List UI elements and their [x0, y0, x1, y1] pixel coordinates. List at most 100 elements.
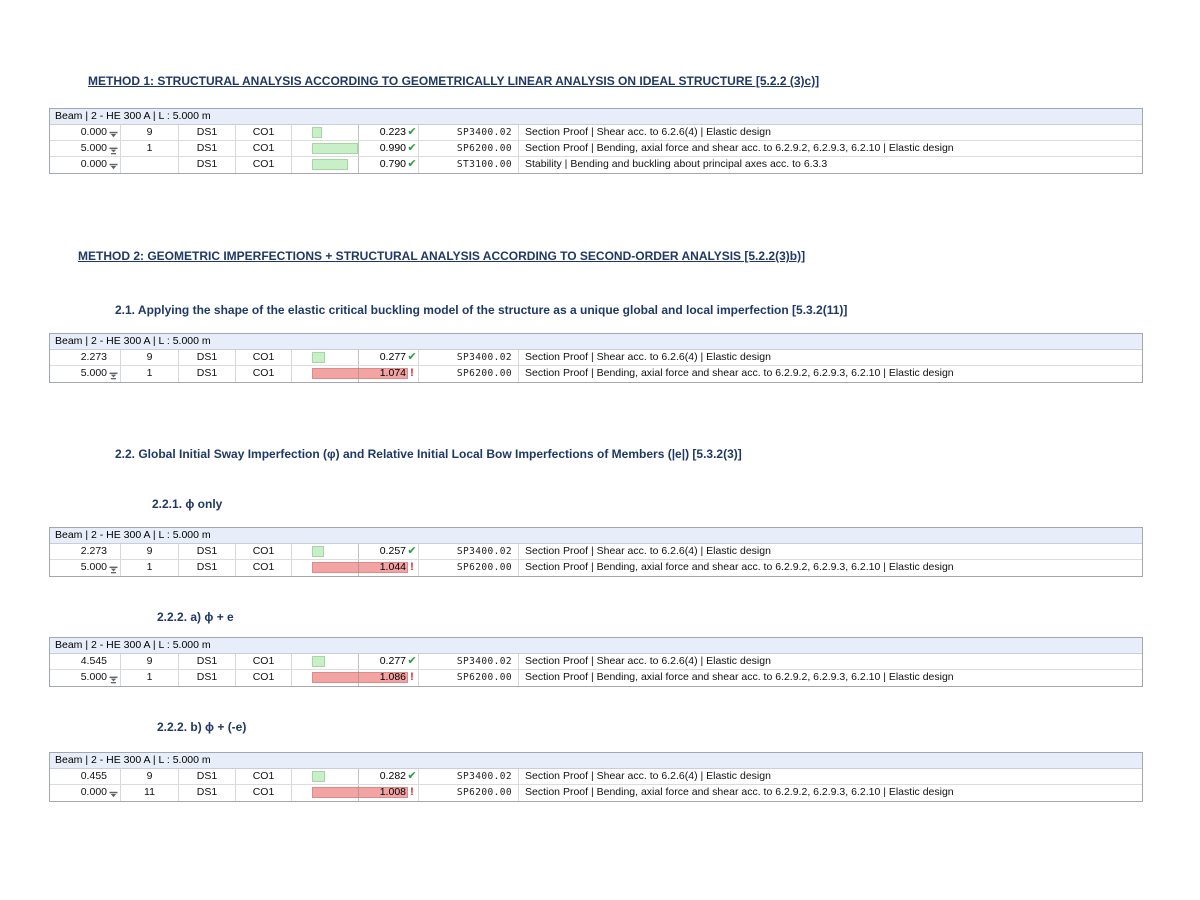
result-row[interactable]: 5.000 1 DS1 CO1 1.044! SP6200.00 Section Proof…	[50, 560, 1142, 576]
location-value: 5.000	[80, 142, 107, 154]
location-cell: 5.000	[50, 366, 121, 382]
location-value: 2.273	[80, 351, 107, 363]
utilization-bar	[312, 143, 358, 154]
design-check-description: Section Proof | Bending, axial force and…	[525, 671, 954, 683]
location-start-icon	[109, 161, 118, 170]
location-cell: 0.000	[50, 125, 121, 140]
warning-icon: !	[410, 671, 414, 683]
check-icon: ✔	[407, 126, 417, 138]
design-situation-cell: DS1	[179, 350, 236, 365]
utilization-value: 1.008	[379, 786, 406, 798]
unity-reference-line	[358, 544, 359, 559]
member-number-cell: 9	[121, 544, 179, 559]
member-number-cell: 9	[121, 350, 179, 365]
utilization-value: 0.790	[379, 158, 406, 170]
utilization-cell: 0.277 ✔	[292, 654, 419, 669]
warning-icon: !	[410, 561, 414, 573]
design-check-code: SP3400.02	[419, 654, 519, 669]
location-cell: 4.545	[50, 654, 121, 669]
design-situation-cell: DS1	[179, 654, 236, 669]
utilization-cell: 1.086!	[292, 670, 419, 686]
check-icon: ✔	[407, 351, 417, 363]
result-row[interactable]: 0.000 11 DS1 CO1 1.008! SP6200.00 Section Proo…	[50, 785, 1142, 801]
design-check-description: Section Proof | Bending, axial force and…	[525, 786, 954, 798]
load-combination-cell: CO1	[236, 560, 292, 576]
section-2-2-2b-heading: 2.2.2. b) ϕ + (-e)	[157, 720, 247, 734]
utilization-value: 1.074	[379, 367, 406, 379]
utilization-value: 1.086	[379, 671, 406, 683]
warning-icon: !	[410, 367, 414, 379]
result-row[interactable]: 5.000 1 DS1 CO1 1.086! SP6200.00 Section Proof…	[50, 670, 1142, 686]
design-check-description: Section Proof | Bending, axial force and…	[525, 561, 954, 573]
member-number-cell: 9	[121, 125, 179, 140]
load-combination-cell: CO1	[236, 157, 292, 173]
design-situation-cell: DS1	[179, 125, 236, 140]
result-row[interactable]: 0.000 9 DS1 CO1 0.223 ✔ SP3400.02 Section Proof…	[50, 125, 1142, 141]
load-combination-cell: CO1	[236, 141, 292, 156]
utilization-cell: 0.223 ✔	[292, 125, 419, 140]
utilization-value: 0.282	[379, 770, 406, 782]
location-value: 0.000	[80, 158, 107, 170]
utilization-value: 1.044	[379, 561, 406, 573]
design-situation-cell: DS1	[179, 785, 236, 801]
utilization-value: 0.257	[379, 545, 406, 557]
result-row[interactable]: 0.000 DS1 CO1 0.790 ✔ ST3100.00 Stability | Be…	[50, 157, 1142, 173]
section-2-2-heading: 2.2. Global Initial Sway Imperfection (φ…	[115, 447, 742, 461]
unity-reference-line	[358, 141, 359, 156]
method2-heading: METHOD 2: GEOMETRIC IMPERFECTIONS + STRU…	[78, 249, 806, 263]
result-row[interactable]: 2.273 9 DS1 CO1 0.277 ✔ SP3400.02 Section Proof…	[50, 350, 1142, 366]
utilization-bar	[312, 546, 324, 557]
load-combination-cell: CO1	[236, 125, 292, 140]
design-check-code: SP6200.00	[419, 560, 519, 576]
member-number-cell: 1	[121, 670, 179, 686]
utilization-cell: 0.790 ✔	[292, 157, 419, 173]
design-situation-cell: DS1	[179, 769, 236, 784]
utilization-cell: 0.277 ✔	[292, 350, 419, 365]
utilization-cell: 1.044!	[292, 560, 419, 576]
utilization-bar	[312, 771, 325, 782]
check-icon: ✔	[407, 655, 417, 667]
utilization-value: 0.990	[379, 142, 406, 154]
design-check-code: ST3100.00	[419, 157, 519, 173]
result-row[interactable]: 2.273 9 DS1 CO1 0.257 ✔ SP3400.02 Section Proof…	[50, 544, 1142, 560]
unity-reference-line	[358, 366, 359, 382]
result-row[interactable]: 5.000 1 DS1 CO1 1.074! SP6200.00 Section Proof…	[50, 366, 1142, 382]
results-table-phi-plus-minus-e: Beam | 2 - HE 300 A | L : 5.000 m 0.455 9 D…	[49, 752, 1143, 802]
design-check-description: Section Proof | Shear acc. to 6.2.6(4) |…	[525, 770, 771, 782]
location-value: 0.000	[80, 126, 107, 138]
load-combination-cell: CO1	[236, 544, 292, 559]
load-combination-cell: CO1	[236, 654, 292, 669]
warning-icon: !	[410, 786, 414, 798]
check-icon: ✔	[407, 545, 417, 557]
design-check-code: SP3400.02	[419, 350, 519, 365]
location-cell: 0.000	[50, 785, 121, 801]
design-check-code: SP3400.02	[419, 769, 519, 784]
utilization-value: 0.277	[379, 655, 406, 667]
result-row[interactable]: 4.545 9 DS1 CO1 0.277 ✔ SP3400.02 Section Proof…	[50, 654, 1142, 670]
results-table-method1: Beam | 2 - HE 300 A | L : 5.000 m 0.000 9 D…	[49, 108, 1143, 174]
unity-reference-line	[358, 560, 359, 576]
location-cell: 5.000	[50, 670, 121, 686]
location-value: 5.000	[80, 671, 107, 683]
table-title: Beam | 2 - HE 300 A | L : 5.000 m	[50, 753, 1142, 769]
design-situation-cell: DS1	[179, 366, 236, 382]
result-row[interactable]: 0.455 9 DS1 CO1 0.282 ✔ SP3400.02 Section Proof…	[50, 769, 1142, 785]
location-cell: 5.000	[50, 141, 121, 156]
results-table-buckling-shape: Beam | 2 - HE 300 A | L : 5.000 m 2.273 9 D…	[49, 333, 1143, 383]
design-check-code: SP3400.02	[419, 125, 519, 140]
utilization-cell: 0.257 ✔	[292, 544, 419, 559]
method1-heading: METHOD 1: STRUCTURAL ANALYSIS ACCORDING …	[88, 74, 820, 88]
table-title: Beam | 2 - HE 300 A | L : 5.000 m	[50, 638, 1142, 654]
member-number-cell: 9	[121, 654, 179, 669]
utilization-cell: 1.074!	[292, 366, 419, 382]
design-situation-cell: DS1	[179, 560, 236, 576]
unity-reference-line	[358, 769, 359, 784]
utilization-bar	[312, 127, 322, 138]
load-combination-cell: CO1	[236, 366, 292, 382]
result-row[interactable]: 5.000 1 DS1 CO1 0.990 ✔ SP6200.00 Section Proof…	[50, 141, 1142, 157]
unity-reference-line	[358, 785, 359, 801]
location-value: 2.273	[80, 545, 107, 557]
design-check-code: SP6200.00	[419, 785, 519, 801]
member-number-cell: 1	[121, 366, 179, 382]
